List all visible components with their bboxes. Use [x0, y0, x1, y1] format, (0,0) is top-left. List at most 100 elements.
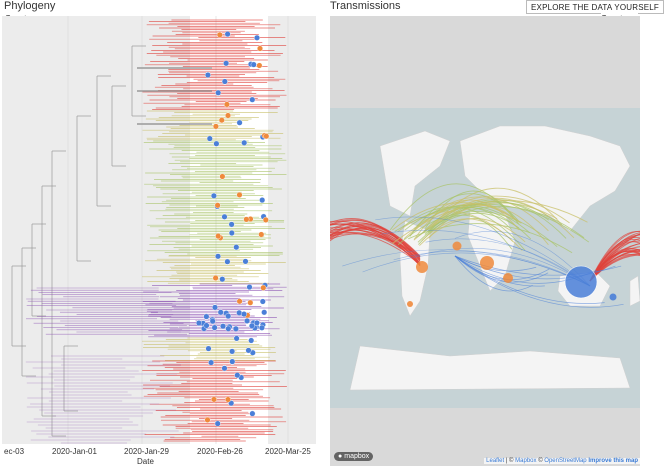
tree-tip-marker — [217, 309, 224, 316]
phylogeny-tree[interactable] — [2, 16, 316, 444]
tree-tip-marker — [225, 313, 232, 320]
attribution-separator: © — [538, 458, 543, 464]
tree-tip-marker — [262, 216, 269, 223]
transmission-arc — [419, 218, 526, 246]
land-mass — [349, 345, 631, 391]
transmission-arc — [424, 214, 513, 250]
axis-tick-label: ec-03 — [4, 447, 25, 456]
tree-tip-marker — [229, 348, 236, 355]
attribution-separator: | © — [505, 458, 514, 464]
tree-tip-marker — [246, 284, 253, 291]
location-node — [407, 301, 413, 307]
tree-tip-marker — [203, 313, 210, 320]
tree-tip-marker — [212, 275, 219, 282]
phylogeny-title: Phylogeny — [4, 0, 56, 12]
tree-tip-marker — [249, 410, 256, 417]
location-node — [503, 273, 513, 283]
transmission-arc — [454, 255, 549, 283]
tree-tip-marker — [213, 140, 220, 147]
tree-tip-marker — [263, 133, 270, 140]
map-attribution: Leaflet | © Mapbox © OpenStreetMap Impro… — [484, 458, 640, 464]
location-node — [452, 241, 462, 251]
transmission-arc — [403, 195, 570, 240]
tree-tip-marker — [210, 396, 217, 403]
transmission-arc — [330, 228, 421, 260]
tree-tip-marker — [206, 135, 213, 142]
transmission-arc — [428, 205, 549, 246]
tree-tip-marker — [214, 420, 221, 427]
transmissions-title: Transmissions — [330, 0, 401, 12]
tree-tip-marker — [244, 317, 251, 324]
axis-tick-label: 2020-Jan-29 — [124, 447, 169, 456]
tree-tip-marker — [216, 31, 223, 38]
tree-tip-marker — [203, 322, 210, 329]
location-node — [480, 256, 494, 270]
transmission-arc — [330, 222, 421, 257]
explore-data-button[interactable]: EXPLORE THE DATA YOURSELF — [526, 0, 664, 14]
transmission-arc — [454, 255, 622, 276]
tree-tip-marker — [223, 60, 230, 67]
tree-tip-marker — [240, 311, 247, 318]
tree-tip-marker — [209, 318, 216, 325]
location-node — [416, 261, 428, 273]
tree-tip-marker — [258, 231, 265, 238]
transmission-map[interactable] — [330, 16, 640, 466]
location-node — [564, 265, 598, 299]
transmission-arc — [342, 249, 591, 287]
tree-tip-marker — [258, 324, 265, 331]
tree-tip-marker — [232, 325, 239, 332]
osm-link[interactable]: OpenStreetMap — [544, 458, 587, 464]
tree-tip-marker — [219, 173, 226, 180]
leaflet-link[interactable]: Leaflet — [486, 458, 505, 464]
tree-tip-marker — [261, 309, 268, 316]
tree-tip-marker — [242, 258, 249, 265]
tree-tip-marker — [221, 78, 228, 85]
tree-tip-marker — [215, 233, 222, 240]
tree-tip-marker — [250, 61, 257, 68]
axis-title: Date — [137, 457, 154, 466]
tree-tip-marker — [219, 276, 226, 283]
transmission-arc — [330, 225, 421, 266]
transmission-arc — [362, 252, 591, 287]
tree-tip-marker — [212, 123, 219, 130]
tree-tip-marker — [228, 221, 235, 228]
tree-tip-marker — [221, 213, 228, 220]
transmission-arc — [454, 255, 545, 287]
tree-tip-marker — [221, 365, 228, 372]
tree-tip-marker — [241, 139, 248, 146]
tree-tip-marker — [204, 416, 211, 423]
transmission-arc — [330, 219, 421, 258]
transmission-map-svg — [330, 108, 640, 408]
tree-tip-marker — [236, 298, 243, 305]
transmission-arc — [397, 211, 558, 247]
axis-tick-label: 2020-Feb-26 — [197, 447, 243, 456]
transmission-arc — [392, 200, 588, 244]
tree-tip-marker — [219, 323, 226, 330]
transmission-arc — [428, 187, 563, 232]
tree-tip-marker — [248, 322, 255, 329]
tree-tip-marker — [248, 337, 255, 344]
tree-tip-marker — [205, 345, 212, 352]
transmission-arc — [389, 183, 514, 231]
tree-tip-marker — [224, 112, 231, 119]
transmission-arc — [413, 199, 520, 240]
tree-tip-marker — [233, 335, 240, 342]
transmission-arc — [381, 229, 591, 287]
tree-tip-marker — [249, 96, 256, 103]
transmission-arc — [454, 255, 533, 292]
tree-tip-marker — [224, 258, 231, 265]
axis-tick-label: 2020-Mar-25 — [265, 447, 311, 456]
improve-map-link[interactable]: Improve this map — [588, 458, 638, 464]
tree-tip-marker — [204, 72, 211, 79]
tree-tip-marker — [228, 229, 235, 236]
tree-tip-marker — [214, 202, 221, 209]
tree-tip-marker — [211, 324, 218, 331]
tree-tip-marker — [236, 191, 243, 198]
tree-tip-marker — [229, 358, 236, 365]
tree-tip-marker — [234, 372, 241, 379]
mapbox-logo-icon[interactable]: ● mapbox — [334, 452, 374, 461]
tree-tip-marker — [247, 299, 254, 306]
tree-tip-marker — [211, 304, 218, 311]
tree-tip-marker — [225, 325, 232, 332]
mapbox-link[interactable]: Mapbox — [515, 458, 537, 464]
